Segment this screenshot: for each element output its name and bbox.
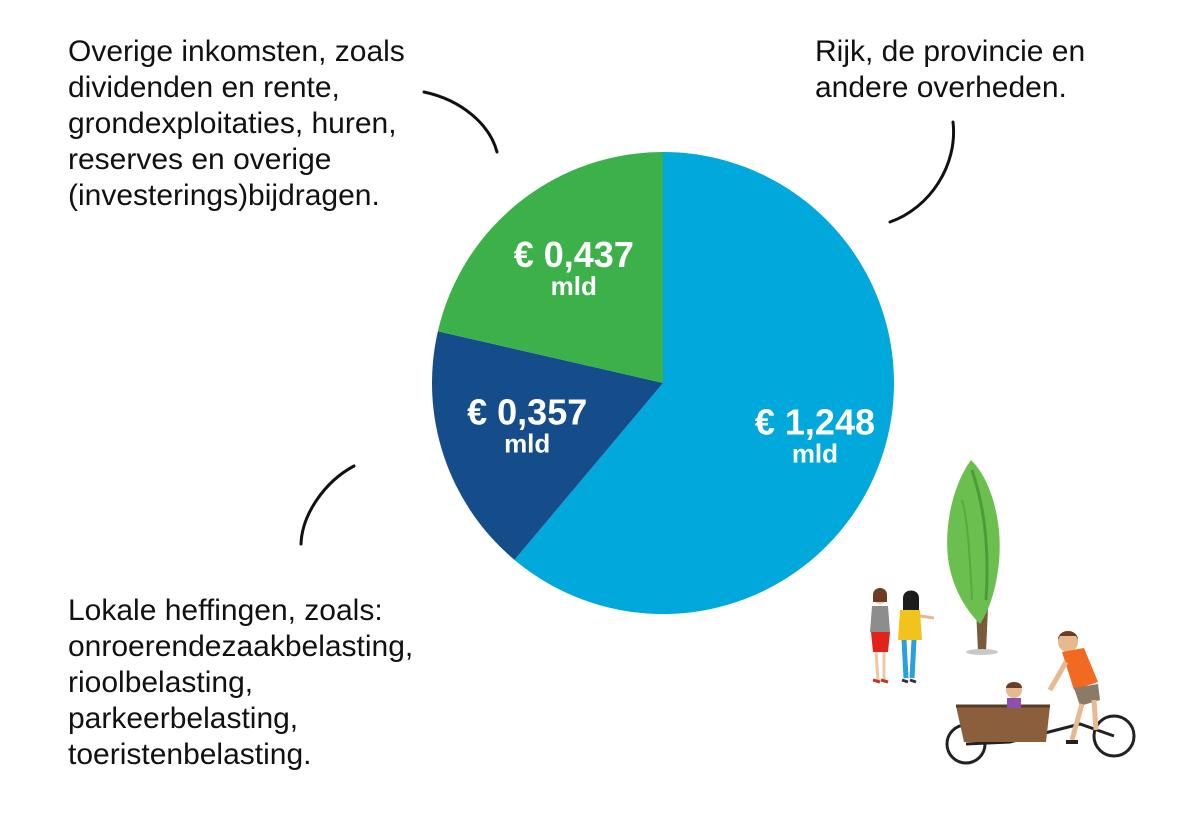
leader-line-rijk	[888, 120, 956, 224]
slice-unit: mld	[504, 428, 550, 458]
callout-line: parkeerbelasting,	[68, 702, 299, 735]
callout-line: reserves en overige	[68, 143, 332, 176]
poplar-tree-icon	[947, 460, 1000, 655]
pie-slices	[431, 152, 894, 614]
slice-unit: mld	[551, 271, 597, 301]
slice-amount: € 0,437	[514, 234, 634, 275]
callout-lokale-heffingen: Lokale heffingen, zoals: onroerendezaakb…	[68, 593, 413, 773]
slice-amount: € 1,248	[755, 401, 875, 442]
callout-line: dividenden en rente,	[68, 71, 340, 104]
callout-line: Lokale heffingen, zoals:	[68, 594, 383, 627]
callout-line: rioolbelasting,	[68, 666, 254, 699]
callout-line: toeristenbelasting.	[68, 738, 312, 771]
slice-unit: mld	[792, 438, 838, 468]
slice-amount: € 0,357	[467, 391, 587, 432]
callout-rijk: Rijk, de provincie en andere overheden.	[815, 34, 1085, 106]
slice-label-rijk: € 1,248 mld	[755, 401, 875, 468]
pie-slice-overig	[437, 152, 663, 383]
callout-line: (investerings)bijdragen.	[68, 179, 380, 212]
pie-slice-heffingen	[431, 331, 663, 560]
callout-line: andere overheden.	[815, 71, 1067, 104]
callout-line: onroerendezaakbelasting,	[68, 630, 414, 663]
two-women-talking-icon	[870, 588, 935, 684]
pie-slice-rijk	[514, 152, 894, 614]
callout-overige-inkomsten: Overige inkomsten, zoals dividenden en r…	[68, 34, 405, 214]
leader-line-overig	[422, 90, 499, 154]
callout-line: Overige inkomsten, zoals	[68, 35, 405, 68]
callout-line: Rijk, de provincie en	[815, 35, 1086, 68]
cargo-bike-rider-icon	[945, 631, 1136, 765]
leader-line-heffingen	[299, 464, 356, 546]
pie-labels: € 1,248 mld€ 0,357 mld€ 0,437 mld	[467, 234, 875, 468]
callout-line: grondexploitaties, huren,	[68, 107, 397, 140]
slice-label-overig: € 0,437 mld	[514, 234, 634, 301]
slice-label-heffingen: € 0,357 mld	[467, 391, 587, 458]
